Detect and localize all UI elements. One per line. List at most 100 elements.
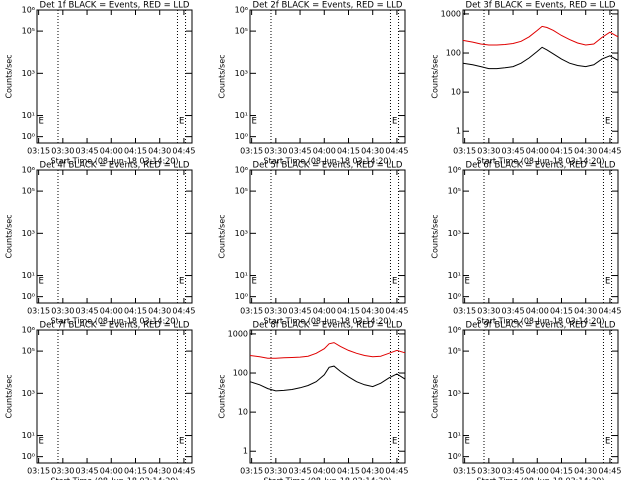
x-tick-label: 03:30 (51, 307, 74, 316)
x-axis-label: Start Time (08-Jun-18 03:14:20) (477, 317, 605, 326)
y-tick-label: 10⁵ (22, 347, 35, 356)
x-tick-label: 04:15 (550, 307, 573, 316)
annotation: E (179, 437, 184, 447)
x-axis-label: Start Time (08-Jun-18 03:14:20) (264, 477, 392, 480)
x-tick-label: 03:45 (502, 147, 525, 156)
annotation: E (179, 117, 184, 127)
x-tick-label: 03:15 (453, 467, 476, 476)
y-tick-label: 10⁰ (235, 132, 248, 141)
annotation: E (39, 117, 44, 127)
series-line (249, 365, 406, 392)
x-tick-label: 04:45 (172, 147, 195, 156)
plot-frame (36, 169, 193, 304)
y-tick-label: 10⁰ (22, 132, 35, 141)
x-tick-label: 04:15 (550, 467, 573, 476)
y-tick-label: 10¹ (22, 271, 35, 280)
plot-frame (36, 9, 193, 144)
y-axis-label: Counts/sec (431, 54, 440, 98)
chart-title: Det 7f BLACK = Events, RED = LLD (40, 321, 190, 331)
y-axis-label: Counts/sec (5, 374, 14, 418)
annotation: E (252, 277, 257, 287)
x-tick-label: 03:30 (51, 147, 74, 156)
x-tick-label: 04:30 (361, 307, 384, 316)
x-tick-label: 03:45 (76, 307, 99, 316)
annotation: E (605, 277, 610, 287)
plot-frame (462, 169, 619, 304)
x-tick-label: 03:30 (477, 147, 500, 156)
x-tick-label: 04:30 (148, 147, 171, 156)
x-tick-label: 04:00 (100, 147, 123, 156)
plot-frame (462, 329, 619, 464)
y-tick-label: 10³ (235, 69, 248, 78)
annotation: E (605, 437, 610, 447)
y-tick-label: 10⁰ (235, 292, 248, 301)
x-tick-label: 04:45 (598, 307, 621, 316)
y-tick-label: 10¹ (448, 431, 461, 440)
y-tick-label: 1 (456, 127, 461, 136)
x-axis-label: Start Time (08-Jun-18 03:14:20) (51, 157, 179, 166)
x-tick-label: 03:45 (289, 467, 312, 476)
y-tick-label: 10⁶ (235, 6, 248, 15)
y-axis-label: Counts/sec (5, 54, 14, 98)
y-tick-label: 10¹ (235, 271, 248, 280)
x-tick-label: 03:45 (289, 147, 312, 156)
x-tick-label: 03:15 (240, 467, 263, 476)
y-tick-label: 10¹ (448, 271, 461, 280)
chart-title: Det 6f BLACK = Events, RED = LLD (466, 161, 616, 171)
x-tick-label: 03:45 (76, 467, 99, 476)
y-tick-label: 10¹ (22, 431, 35, 440)
x-tick-label: 04:15 (124, 147, 147, 156)
y-tick-label: 10⁵ (22, 27, 35, 36)
y-tick-label: 10 (451, 88, 461, 97)
x-tick-label: 04:45 (172, 307, 195, 316)
x-tick-label: 04:00 (100, 467, 123, 476)
y-tick-label: 10⁶ (448, 166, 461, 175)
y-tick-label: 1 (243, 447, 248, 456)
x-tick-label: 04:15 (124, 307, 147, 316)
annotation: E (392, 437, 397, 447)
annotation: E (252, 117, 257, 127)
annotation: E (392, 117, 397, 127)
x-tick-label: 03:30 (51, 467, 74, 476)
y-axis-label: Counts/sec (431, 374, 440, 418)
y-tick-label: 10⁰ (448, 452, 461, 461)
x-tick-label: 03:45 (502, 307, 525, 316)
y-tick-label: 1000 (228, 329, 248, 338)
y-tick-label: 10⁵ (448, 347, 461, 356)
y-axis-label: Counts/sec (431, 214, 440, 258)
y-tick-label: 1000 (441, 9, 461, 18)
annotation: E (39, 437, 44, 447)
annotation: E (39, 277, 44, 287)
x-tick-label: 04:15 (124, 467, 147, 476)
y-tick-label: 10 (238, 408, 248, 417)
x-tick-label: 04:15 (337, 467, 360, 476)
x-tick-label: 03:15 (453, 147, 476, 156)
x-tick-label: 04:45 (172, 467, 195, 476)
x-tick-label: 04:30 (148, 467, 171, 476)
x-tick-label: 03:45 (289, 307, 312, 316)
chart-title: Det 8f BLACK = Events, RED = LLD (253, 321, 403, 331)
x-tick-label: 04:45 (385, 147, 408, 156)
y-tick-label: 10⁶ (22, 166, 35, 175)
chart-title: Det 9f BLACK = Events, RED = LLD (466, 321, 616, 331)
x-tick-label: 03:15 (240, 147, 263, 156)
x-tick-label: 04:30 (574, 307, 597, 316)
x-tick-label: 04:00 (526, 147, 549, 156)
x-tick-label: 04:15 (550, 147, 573, 156)
series-line (462, 25, 619, 46)
annotation: E (179, 277, 184, 287)
x-tick-label: 04:30 (148, 307, 171, 316)
y-tick-label: 100 (446, 49, 461, 58)
y-tick-label: 10³ (235, 229, 248, 238)
x-tick-label: 04:30 (361, 147, 384, 156)
y-tick-label: 10⁶ (22, 326, 35, 335)
y-axis-label: Counts/sec (218, 214, 227, 258)
x-axis-label: Start Time (08-Jun-18 03:14:20) (264, 157, 392, 166)
x-tick-label: 04:45 (598, 147, 621, 156)
plot-frame (36, 329, 193, 464)
x-tick-label: 03:15 (27, 307, 50, 316)
x-tick-label: 04:15 (337, 307, 360, 316)
y-axis-label: Counts/sec (218, 374, 227, 418)
x-tick-label: 03:45 (76, 147, 99, 156)
